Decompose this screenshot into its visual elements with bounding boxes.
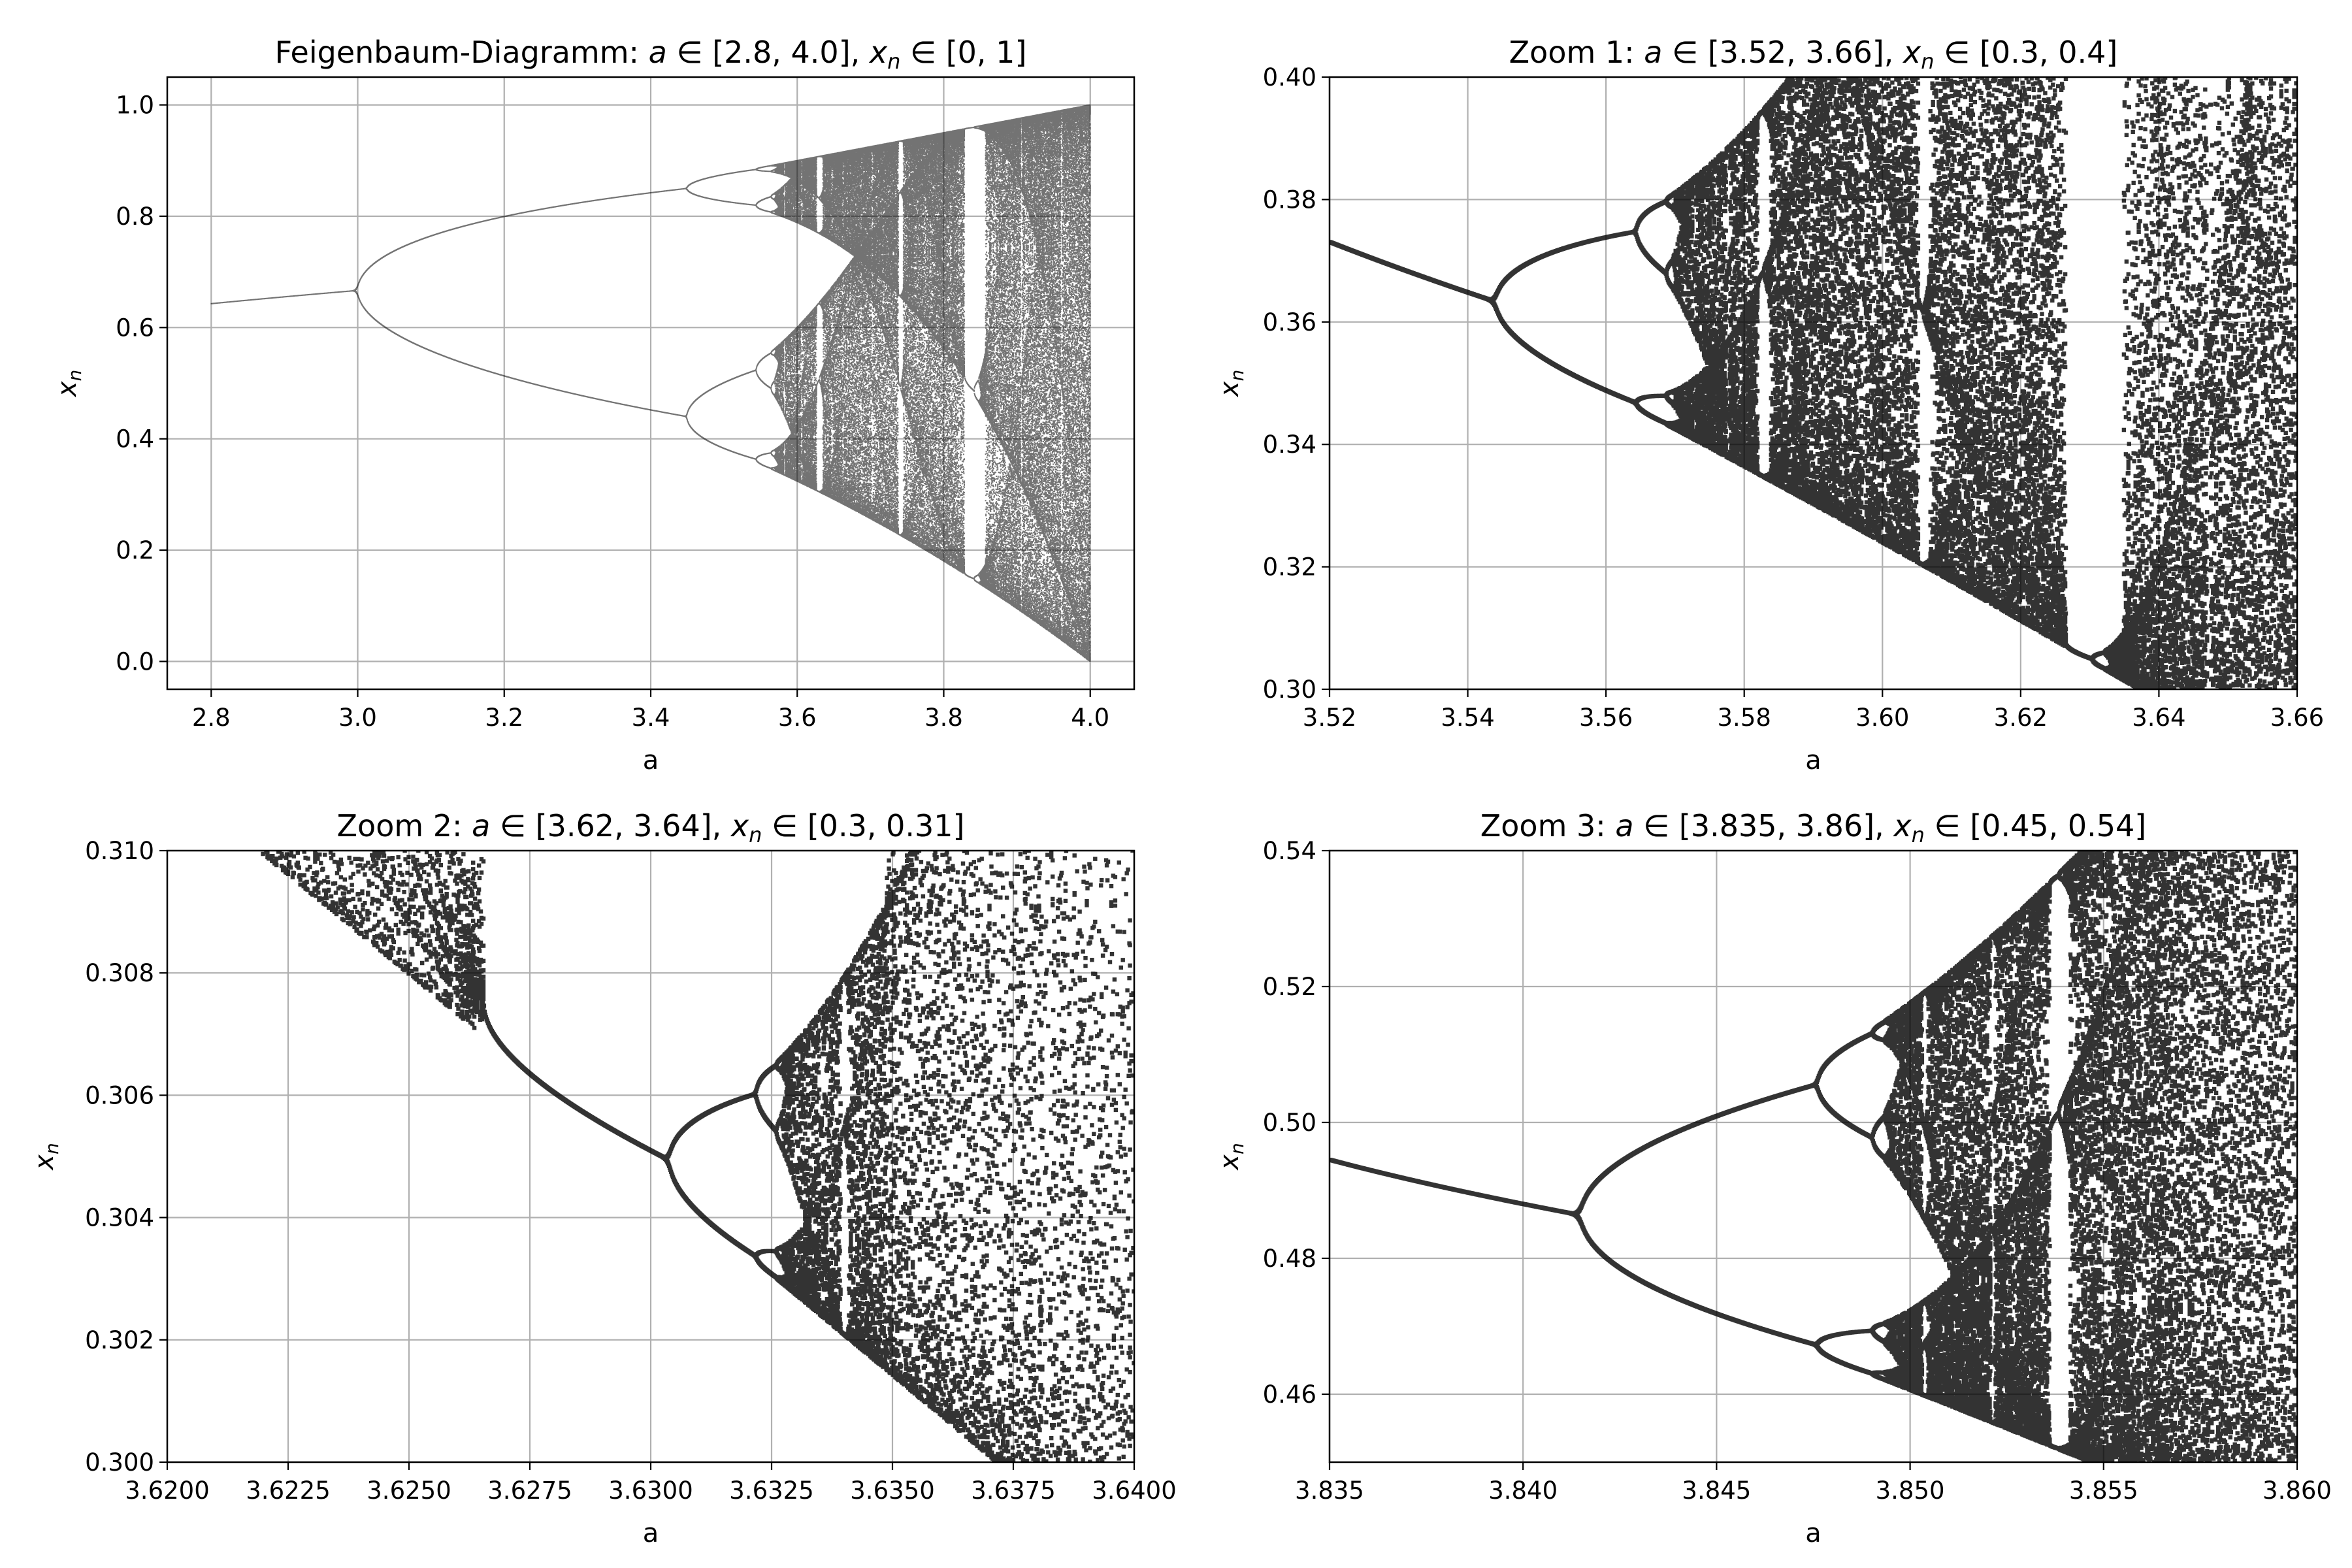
y-tick-label: 0.50 xyxy=(1263,1109,1316,1137)
y-tick-label: 0.48 xyxy=(1263,1245,1316,1273)
y-tick-label: 0.310 xyxy=(85,837,154,865)
x-tick-label: 3.60 xyxy=(1855,704,1909,732)
x-tick-label: 3.6 xyxy=(778,704,817,732)
title-part: n xyxy=(749,823,762,847)
title-part: a xyxy=(1644,35,1662,70)
title-part: Zoom 2: xyxy=(337,808,472,843)
y-tick-label: 0.38 xyxy=(1263,186,1316,214)
x-tick-label: 3.6400 xyxy=(1092,1477,1176,1505)
y-axis-label-subscript: n xyxy=(1226,1143,1248,1154)
y-tick-label: 0.46 xyxy=(1263,1380,1316,1409)
y-tick-label: 0.40 xyxy=(1263,63,1316,91)
title-part: x xyxy=(1892,808,1912,843)
x-tick-label: 3.6300 xyxy=(608,1477,693,1505)
title-part: a xyxy=(472,808,490,843)
y-axis-label-variable: x xyxy=(1215,1154,1245,1171)
y-axis-label-subscript: n xyxy=(64,370,86,382)
x-tick-label: 3.54 xyxy=(1441,704,1494,732)
title-part: ∈ [3.52, 3.66], xyxy=(1663,35,1904,70)
title-part: Zoom 1: xyxy=(1509,35,1644,70)
y-axis-label-subscript: n xyxy=(41,1143,63,1154)
x-tick-label: 3.6225 xyxy=(246,1477,330,1505)
title-part: Zoom 3: xyxy=(1480,808,1616,843)
y-tick-label: 0.30 xyxy=(1263,676,1316,704)
title-part: n xyxy=(887,49,900,74)
x-axis-label: a xyxy=(643,1518,659,1548)
x-tick-label: 3.855 xyxy=(2069,1477,2138,1505)
panel-title: Zoom 2: a ∈ [3.62, 3.64], xn ∈ [0.3, 0.3… xyxy=(337,808,965,847)
y-tick-label: 0.300 xyxy=(85,1448,154,1477)
y-tick-label: 0.6 xyxy=(116,314,154,342)
x-tick-label: 3.840 xyxy=(1488,1477,1558,1505)
y-tick-label: 0.32 xyxy=(1263,553,1316,581)
y-tick-label: 0.304 xyxy=(85,1204,154,1232)
x-tick-label: 3.64 xyxy=(2132,704,2185,732)
x-tick-label: 3.2 xyxy=(485,704,523,732)
x-tick-label: 3.58 xyxy=(1718,704,1771,732)
y-tick-label: 0.308 xyxy=(85,959,154,987)
title-part: ∈ [2.8, 4.0], xyxy=(667,35,870,70)
title-part: a xyxy=(649,35,667,70)
x-tick-label: 3.66 xyxy=(2270,704,2324,732)
x-tick-label: 2.8 xyxy=(192,704,231,732)
title-part: a xyxy=(1615,808,1633,843)
title-part: Feigenbaum-Diagramm: xyxy=(275,35,649,70)
title-part: ∈ [0.45, 0.54] xyxy=(1925,808,2146,843)
y-axis-label-subscript: n xyxy=(1226,370,1248,382)
panel-title: Feigenbaum-Diagramm: a ∈ [2.8, 4.0], xn … xyxy=(275,35,1027,74)
title-part: n xyxy=(1921,49,1934,74)
x-tick-label: 3.6375 xyxy=(971,1477,1055,1505)
y-tick-label: 0.2 xyxy=(116,536,154,564)
x-tick-label: 3.850 xyxy=(1876,1477,1945,1505)
x-tick-label: 3.845 xyxy=(1682,1477,1751,1505)
x-tick-label: 3.4 xyxy=(632,704,670,732)
panel-title: Zoom 3: a ∈ [3.835, 3.86], xn ∈ [0.45, 0… xyxy=(1480,808,2146,847)
title-part: ∈ [3.62, 3.64], xyxy=(490,808,731,843)
x-tick-label: 3.835 xyxy=(1295,1477,1364,1505)
x-axis-label: a xyxy=(1805,1518,1821,1548)
y-tick-label: 0.52 xyxy=(1263,973,1316,1001)
y-axis-label-variable: x xyxy=(1215,381,1245,398)
y-tick-label: 0.302 xyxy=(85,1326,154,1354)
y-axis-label-variable: x xyxy=(52,381,82,398)
y-tick-label: 0.306 xyxy=(85,1081,154,1109)
x-tick-label: 3.6250 xyxy=(367,1477,451,1505)
y-tick-label: 0.54 xyxy=(1263,837,1316,865)
title-part: ∈ [3.835, 3.86], xyxy=(1634,808,1894,843)
x-tick-label: 3.6350 xyxy=(850,1477,934,1505)
x-tick-label: 4.0 xyxy=(1071,704,1109,732)
y-tick-label: 0.36 xyxy=(1263,308,1316,336)
title-part: x xyxy=(730,808,749,843)
x-tick-label: 3.0 xyxy=(338,704,377,732)
title-part: x xyxy=(1902,35,1921,70)
y-tick-label: 0.0 xyxy=(116,647,154,676)
x-tick-label: 3.6325 xyxy=(729,1477,813,1505)
x-tick-label: 3.52 xyxy=(1303,704,1356,732)
y-tick-label: 1.0 xyxy=(116,91,154,120)
y-tick-label: 0.4 xyxy=(116,425,154,453)
x-tick-label: 3.8 xyxy=(924,704,963,732)
x-axis-label: a xyxy=(643,745,659,776)
x-tick-label: 3.62 xyxy=(1994,704,2048,732)
title-part: ∈ [0.3, 0.31] xyxy=(762,808,964,843)
title-part: n xyxy=(1912,823,1925,847)
x-tick-label: 3.6200 xyxy=(125,1477,209,1505)
x-tick-label: 3.6275 xyxy=(487,1477,572,1505)
x-tick-label: 3.860 xyxy=(2262,1477,2332,1505)
panel-title: Zoom 1: a ∈ [3.52, 3.66], xn ∈ [0.3, 0.4… xyxy=(1509,35,2118,74)
title-part: x xyxy=(868,35,888,70)
y-tick-label: 0.8 xyxy=(116,203,154,231)
x-tick-label: 3.56 xyxy=(1579,704,1633,732)
title-part: ∈ [0.3, 0.4] xyxy=(1935,35,2118,70)
y-axis-label-variable: x xyxy=(29,1154,59,1171)
y-tick-label: 0.34 xyxy=(1263,431,1316,459)
x-axis-label: a xyxy=(1805,745,1821,776)
title-part: ∈ [0, 1] xyxy=(900,35,1026,70)
